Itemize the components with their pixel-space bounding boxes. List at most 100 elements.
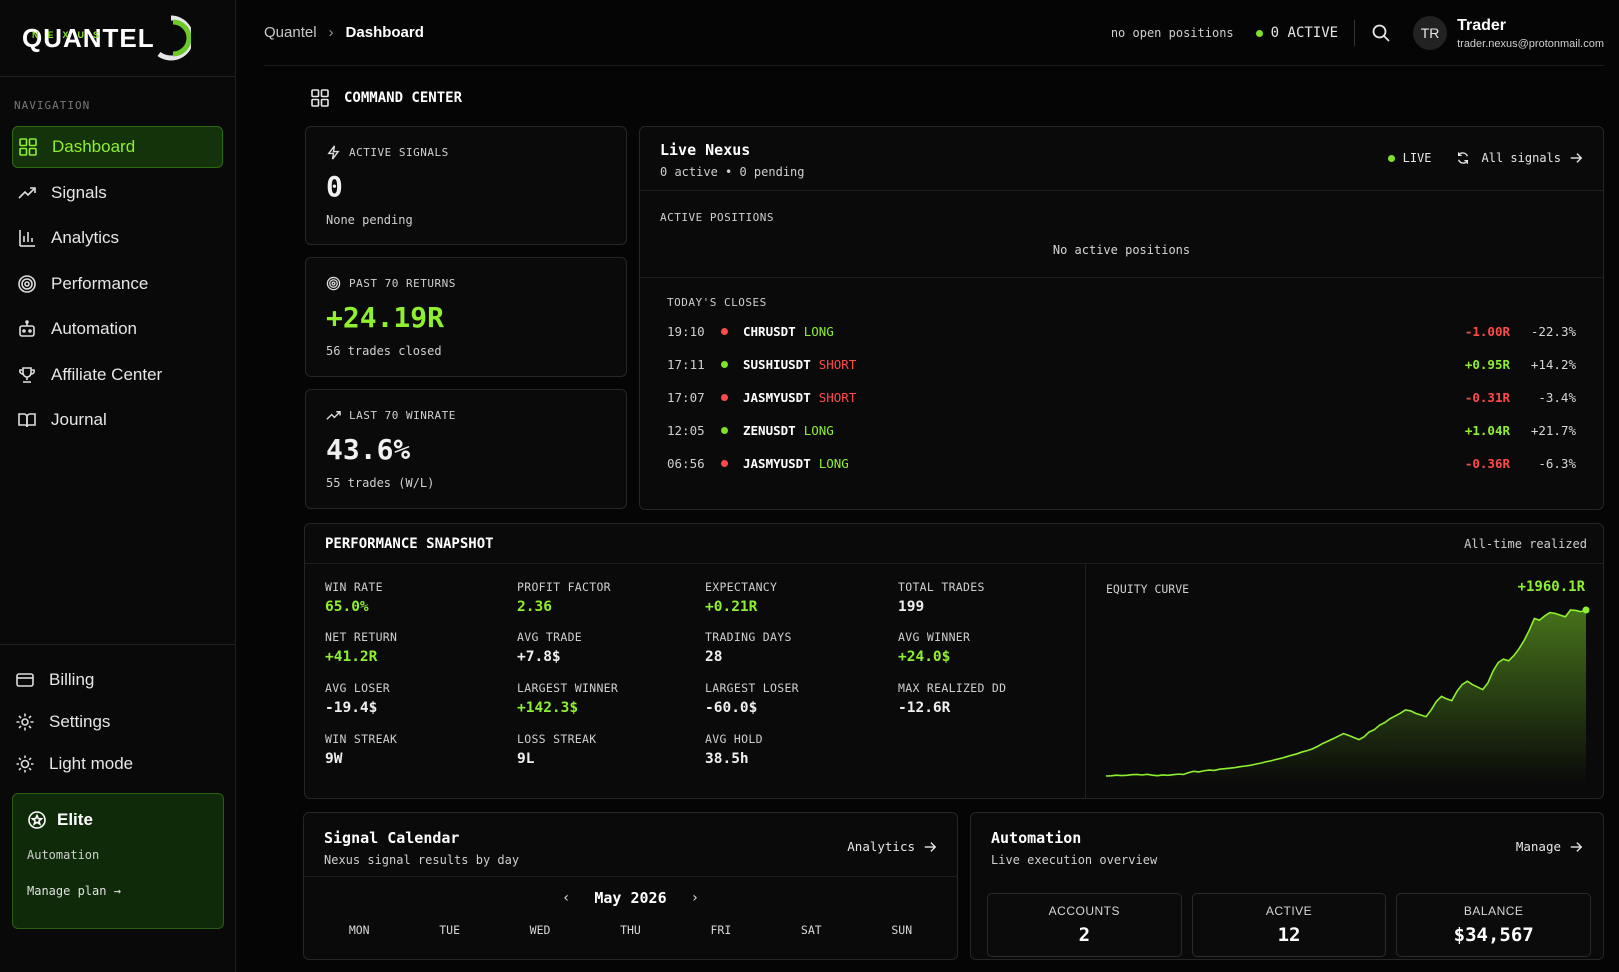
manage-link[interactable]: Manage (1516, 839, 1583, 854)
gear-icon (16, 713, 34, 731)
metric-label: PROFIT FACTOR (517, 580, 611, 594)
sidebar-item-settings[interactable]: Settings (12, 703, 224, 741)
close-time: 12:05 (667, 423, 705, 438)
user-info[interactable]: Trader trader.nexus@protonmail.com (1457, 17, 1604, 50)
metric: TOTAL TRADES 199 (898, 580, 985, 615)
sidebar-item-performance[interactable]: Performance (12, 263, 223, 305)
metric: NET RETURN +41.2R (325, 630, 397, 665)
automation-title: Automation (991, 829, 1082, 847)
close-pct: -3.4% (1538, 390, 1576, 405)
signal-calendar: Signal Calendar Nexus signal results by … (303, 812, 958, 960)
stat-label: ACTIVE (1265, 904, 1313, 918)
sidebar-item-analytics[interactable]: Analytics (12, 217, 223, 259)
stat-label-text: PAST 70 RETURNS (349, 277, 456, 290)
metric-value: +142.3$ (517, 700, 579, 716)
weekday-header: MON TUE WED THU FRI SAT SUN (304, 923, 957, 937)
metric: AVG LOSER -19.4$ (325, 681, 390, 716)
equity-line (1105, 609, 1587, 777)
brand-name: QUANTEL (22, 22, 155, 53)
brand-sub: NEXUS (32, 30, 109, 40)
all-signals-link[interactable]: All signals (1481, 151, 1561, 165)
metric-value: 199 (898, 599, 925, 615)
close-row[interactable]: 17:07 JASMYUSDT SHORT -0.31R -3.4% (667, 381, 1576, 414)
stat-value: 43.6% (326, 433, 411, 466)
manage-plan-link[interactable]: Manage plan → (27, 884, 121, 898)
stat-label-text: LAST 70 WINRATE (349, 409, 456, 422)
sidebar-item-automation[interactable]: Automation (12, 308, 223, 350)
performance-header: PERFORMANCE SNAPSHOT All-time realized (305, 524, 1603, 564)
section-title-text: COMMAND CENTER (344, 90, 463, 106)
refresh-icon[interactable] (1456, 151, 1470, 165)
sidebar-item-label: Signals (51, 182, 107, 202)
sun-icon (16, 755, 34, 773)
month-label: May 2026 (594, 889, 667, 907)
logo[interactable]: QUANTEL NEXUS (0, 0, 235, 77)
calendar-subtitle: Nexus signal results by day (324, 853, 520, 867)
book-icon (18, 413, 36, 428)
metric: WIN STREAK 9W (325, 732, 397, 767)
arrow-right-icon[interactable] (1569, 151, 1583, 165)
sidebar-item-dashboard[interactable]: Dashboard (12, 126, 223, 168)
analytics-link[interactable]: Analytics (847, 839, 937, 854)
trophy-icon (19, 366, 35, 383)
sidebar-item-light-mode[interactable]: Light mode (12, 745, 224, 783)
close-row[interactable]: 19:10 CHRUSDT LONG -1.00R -22.3% (667, 315, 1576, 348)
metric: AVG TRADE +7.8$ (517, 630, 582, 665)
sidebar-item-signals[interactable]: Signals (12, 172, 223, 214)
result-dot-icon (721, 394, 728, 401)
chevron-left-icon[interactable]: ‹ (561, 890, 571, 906)
sidebar-item-billing[interactable]: Billing (12, 661, 224, 699)
chevron-right-icon[interactable]: › (690, 890, 700, 906)
equity-area (1106, 610, 1586, 784)
metric: MAX REALIZED DD -12.6R (898, 681, 1006, 716)
close-symbol: JASMYUSDT (743, 390, 811, 405)
balance-stat: BALANCE $34,567 (1396, 893, 1592, 957)
close-side: LONG (803, 423, 834, 438)
equity-curve: EQUITY CURVE +1960.1R (1085, 564, 1603, 798)
arrow-right-icon (924, 841, 937, 852)
live-controls: LIVE All signals (1387, 151, 1583, 165)
close-pct: +14.2% (1530, 357, 1576, 372)
close-row[interactable]: 06:56 JASMYUSDT LONG -0.36R -6.3% (667, 447, 1576, 480)
top-header: Quantel › Dashboard no open positions 0 … (264, 0, 1604, 66)
equity-end-point (1582, 606, 1590, 614)
sidebar-item-journal[interactable]: Journal (12, 399, 223, 441)
metric-value: +24.0$ (898, 649, 951, 665)
breadcrumb-root[interactable]: Quantel (264, 24, 317, 41)
sidebar-item-label: Journal (51, 410, 107, 429)
metric-label: LARGEST LOSER (705, 681, 799, 695)
automation-panel: Automation Live execution overview Manag… (970, 812, 1604, 960)
metric-label: WIN STREAK (325, 732, 398, 746)
close-row[interactable]: 12:05 ZENUSDT LONG +1.04R +21.7% (667, 414, 1576, 447)
logo-mark-icon (157, 15, 191, 61)
sidebar-item-affiliate-center[interactable]: Affiliate Center (12, 354, 223, 396)
avatar[interactable]: TR (1413, 16, 1448, 50)
live-label: LIVE (1402, 151, 1432, 165)
todays-closes: TODAY'S CLOSES 19:10 CHRUSDT LONG -1.00R -22… (640, 278, 1603, 480)
weekday-label: FRI (710, 923, 732, 937)
sidebar-item-label: Performance (51, 273, 149, 293)
close-r: -0.31R (1464, 390, 1510, 405)
result-dot-icon (721, 427, 728, 434)
metric-label: TRADING DAYS (705, 630, 792, 644)
live-nexus-subtitle: 0 active • 0 pending (660, 165, 805, 179)
metric-label: AVG LOSER (325, 681, 391, 695)
close-time: 19:10 (667, 324, 705, 339)
grid-icon (311, 89, 329, 107)
close-r: -0.36R (1464, 456, 1510, 471)
metric-label: TOTAL TRADES (898, 580, 985, 594)
stat-label: PAST 70 RETURNS (326, 276, 606, 291)
metric-value: 28 (705, 649, 723, 665)
live-dot-icon (1387, 154, 1395, 162)
metric-value: 2.36 (517, 599, 552, 615)
grid-icon (19, 138, 37, 156)
target-icon (326, 276, 341, 291)
close-time: 17:07 (667, 390, 705, 405)
equity-value: +1960.1R (1517, 579, 1585, 595)
calendar-header: Signal Calendar Nexus signal results by … (304, 813, 957, 877)
stat-value: +24.19R (326, 301, 445, 334)
close-row[interactable]: 17:11 SUSHIUSDT SHORT +0.95R +14.2% (667, 348, 1576, 381)
search-icon[interactable] (1371, 23, 1391, 43)
weekday-label: THU (620, 923, 641, 937)
metric-value: -19.4$ (325, 700, 378, 716)
